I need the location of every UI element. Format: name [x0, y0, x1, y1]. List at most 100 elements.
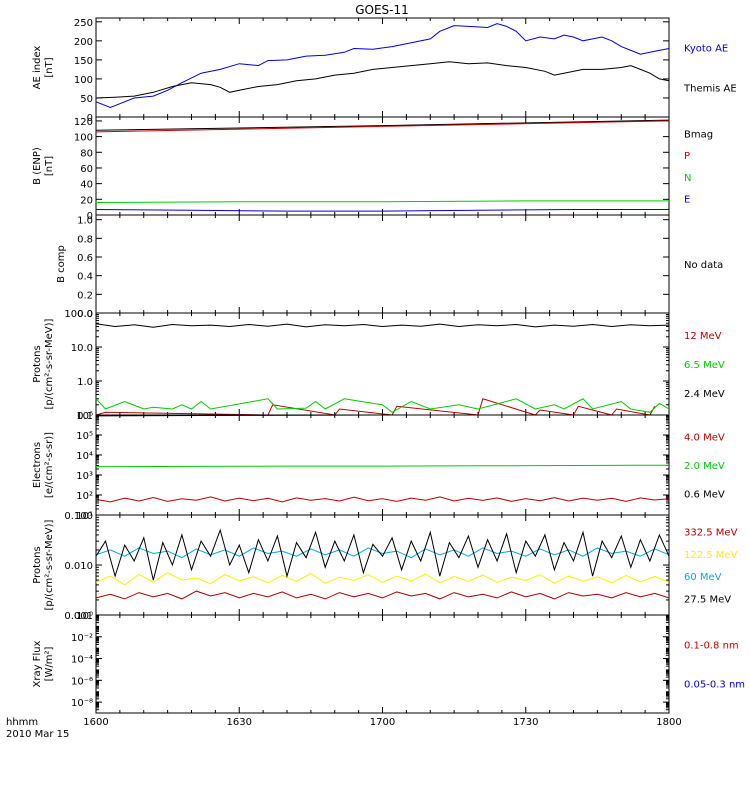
panel-frame-xray: [95, 614, 670, 714]
legend-entry: P: [684, 151, 690, 162]
series-line-60-mev: [95, 547, 670, 559]
legend-entry: 6.5 MeV: [684, 360, 725, 371]
legend-entry: N: [684, 173, 691, 184]
legend-entry: Themis AE: [683, 83, 737, 94]
panel-frame-ae: [95, 17, 670, 118]
footer-hhmm: hhmm: [6, 717, 38, 728]
x-tick-label: 1800: [656, 717, 681, 728]
y-tick-label: 10⁰: [76, 611, 93, 622]
panel-frame-protons_high: [95, 514, 670, 616]
y-tick-label: 0.100: [64, 511, 93, 522]
y-axis-label: [p/(cm²-s-sr-MeV)]: [44, 519, 55, 610]
series-line-p: [95, 120, 670, 133]
y-tick-label: 120: [74, 117, 93, 128]
x-tick-label: 1700: [370, 717, 395, 728]
series-line-12-mev: [95, 398, 656, 416]
y-axis-label: Electrons: [32, 442, 43, 488]
panel-frame-protons_low: [95, 312, 670, 416]
y-tick-label: 1.0: [77, 216, 93, 227]
y-axis-label: AE index: [32, 46, 43, 90]
series-line-themis-ae: [95, 61, 670, 99]
y-tick-label: 10⁻⁴: [71, 655, 93, 666]
y-axis-label: B comp: [56, 245, 67, 283]
y-axis-label: B (ENP): [32, 147, 43, 185]
series-line-4-0-mev: [95, 496, 670, 503]
y-tick-label: 10⁻⁸: [71, 698, 93, 709]
legend-entry: 0.05-0.3 nm: [684, 680, 745, 691]
legend-entry: 0.1-0.8 nm: [684, 640, 739, 651]
legend-entry: 332.5 MeV: [684, 528, 738, 539]
y-tick-label: 10¹: [76, 511, 93, 522]
y-tick-label: 10³: [76, 471, 93, 482]
y-tick-label: 10.0: [71, 343, 93, 354]
y-tick-label: 100.0: [64, 309, 93, 320]
panel-frame-bcomp: [95, 214, 670, 314]
y-tick-label: 100: [74, 133, 93, 144]
series-line-kyoto-ae: [95, 23, 670, 109]
y-axis-label: [e/(cm²-s-sr)]: [44, 432, 55, 498]
y-tick-label: 0: [87, 211, 93, 222]
no-data-note: No data: [684, 260, 723, 271]
y-tick-label: 0.001: [64, 611, 93, 622]
legend-entry: E: [684, 195, 690, 206]
series-line-n: [95, 200, 669, 203]
y-axis-label: Xray Flux: [32, 640, 43, 687]
series-line-2-4-mev: [95, 323, 670, 328]
series-line-0-6-mev: [95, 414, 669, 417]
legend-entry: 0.6 MeV: [684, 490, 725, 501]
y-tick-label: 10⁻⁶: [71, 676, 93, 687]
y-tick-label: 1.0: [77, 377, 93, 388]
y-axis-label: [nT]: [44, 57, 55, 77]
y-tick-label: 10²: [76, 491, 93, 502]
x-tick-label: 1630: [227, 717, 252, 728]
y-axis-label: [nT]: [44, 156, 55, 176]
y-tick-label: 200: [74, 37, 93, 48]
x-tick-label: 1730: [513, 717, 538, 728]
y-axis-label: Protons: [32, 546, 43, 583]
y-tick-label: 0.1: [77, 411, 93, 422]
y-axis-label: [p/(cm²-s-sr-MeV)]: [44, 318, 55, 409]
legend-entry: 60 MeV: [684, 572, 722, 583]
y-tick-label: 0.010: [64, 561, 93, 572]
y-axis-label: Protons: [32, 345, 43, 382]
y-tick-label: 100: [74, 75, 93, 86]
y-tick-label: 80: [80, 148, 93, 159]
legend-entry: 2.4 MeV: [684, 389, 725, 400]
panel-frame-bfield: [95, 116, 670, 216]
series-line-2-0-mev: [95, 464, 670, 468]
series-line-27-5-mev: [95, 528, 670, 581]
y-tick-label: 0.0: [77, 309, 93, 320]
y-tick-label: 60: [80, 164, 93, 175]
legend-entry: Kyoto AE: [684, 44, 728, 55]
y-axis-label: [W/m²]: [44, 646, 55, 681]
y-tick-label: 10⁴: [76, 451, 93, 462]
x-tick-label: 1600: [83, 717, 108, 728]
y-tick-label: 10⁵: [76, 431, 93, 442]
footer-date: 2010 Mar 15: [6, 729, 69, 740]
legend-entry: 2.0 MeV: [684, 461, 725, 472]
y-tick-label: 0.6: [77, 253, 93, 264]
y-tick-label: 10⁶: [76, 411, 93, 422]
y-tick-label: 50: [80, 94, 93, 105]
series-line-122-5-mev: [95, 572, 670, 586]
series-line-bmag: [95, 119, 670, 131]
legend-entry: 4.0 MeV: [684, 432, 725, 443]
legend-entry: Bmag: [684, 129, 713, 140]
y-tick-label: 10⁻²: [71, 633, 93, 644]
y-tick-label: 20: [80, 195, 93, 206]
y-tick-label: 40: [80, 180, 93, 191]
series-line-e: [95, 209, 669, 212]
y-tick-label: 0: [87, 113, 93, 124]
figure-title: GOES-11: [355, 3, 409, 17]
y-tick-label: 250: [74, 18, 93, 29]
y-tick-label: 0.4: [77, 272, 93, 283]
legend-entry: 122.5 MeV: [684, 550, 738, 561]
y-tick-label: 0.8: [77, 234, 93, 245]
series-line-332-5-mev: [95, 590, 670, 600]
legend-entry: 12 MeV: [684, 331, 722, 342]
legend-entry: 27.5 MeV: [684, 594, 731, 605]
y-tick-label: 0.2: [77, 290, 93, 301]
y-tick-label: 150: [74, 56, 93, 67]
